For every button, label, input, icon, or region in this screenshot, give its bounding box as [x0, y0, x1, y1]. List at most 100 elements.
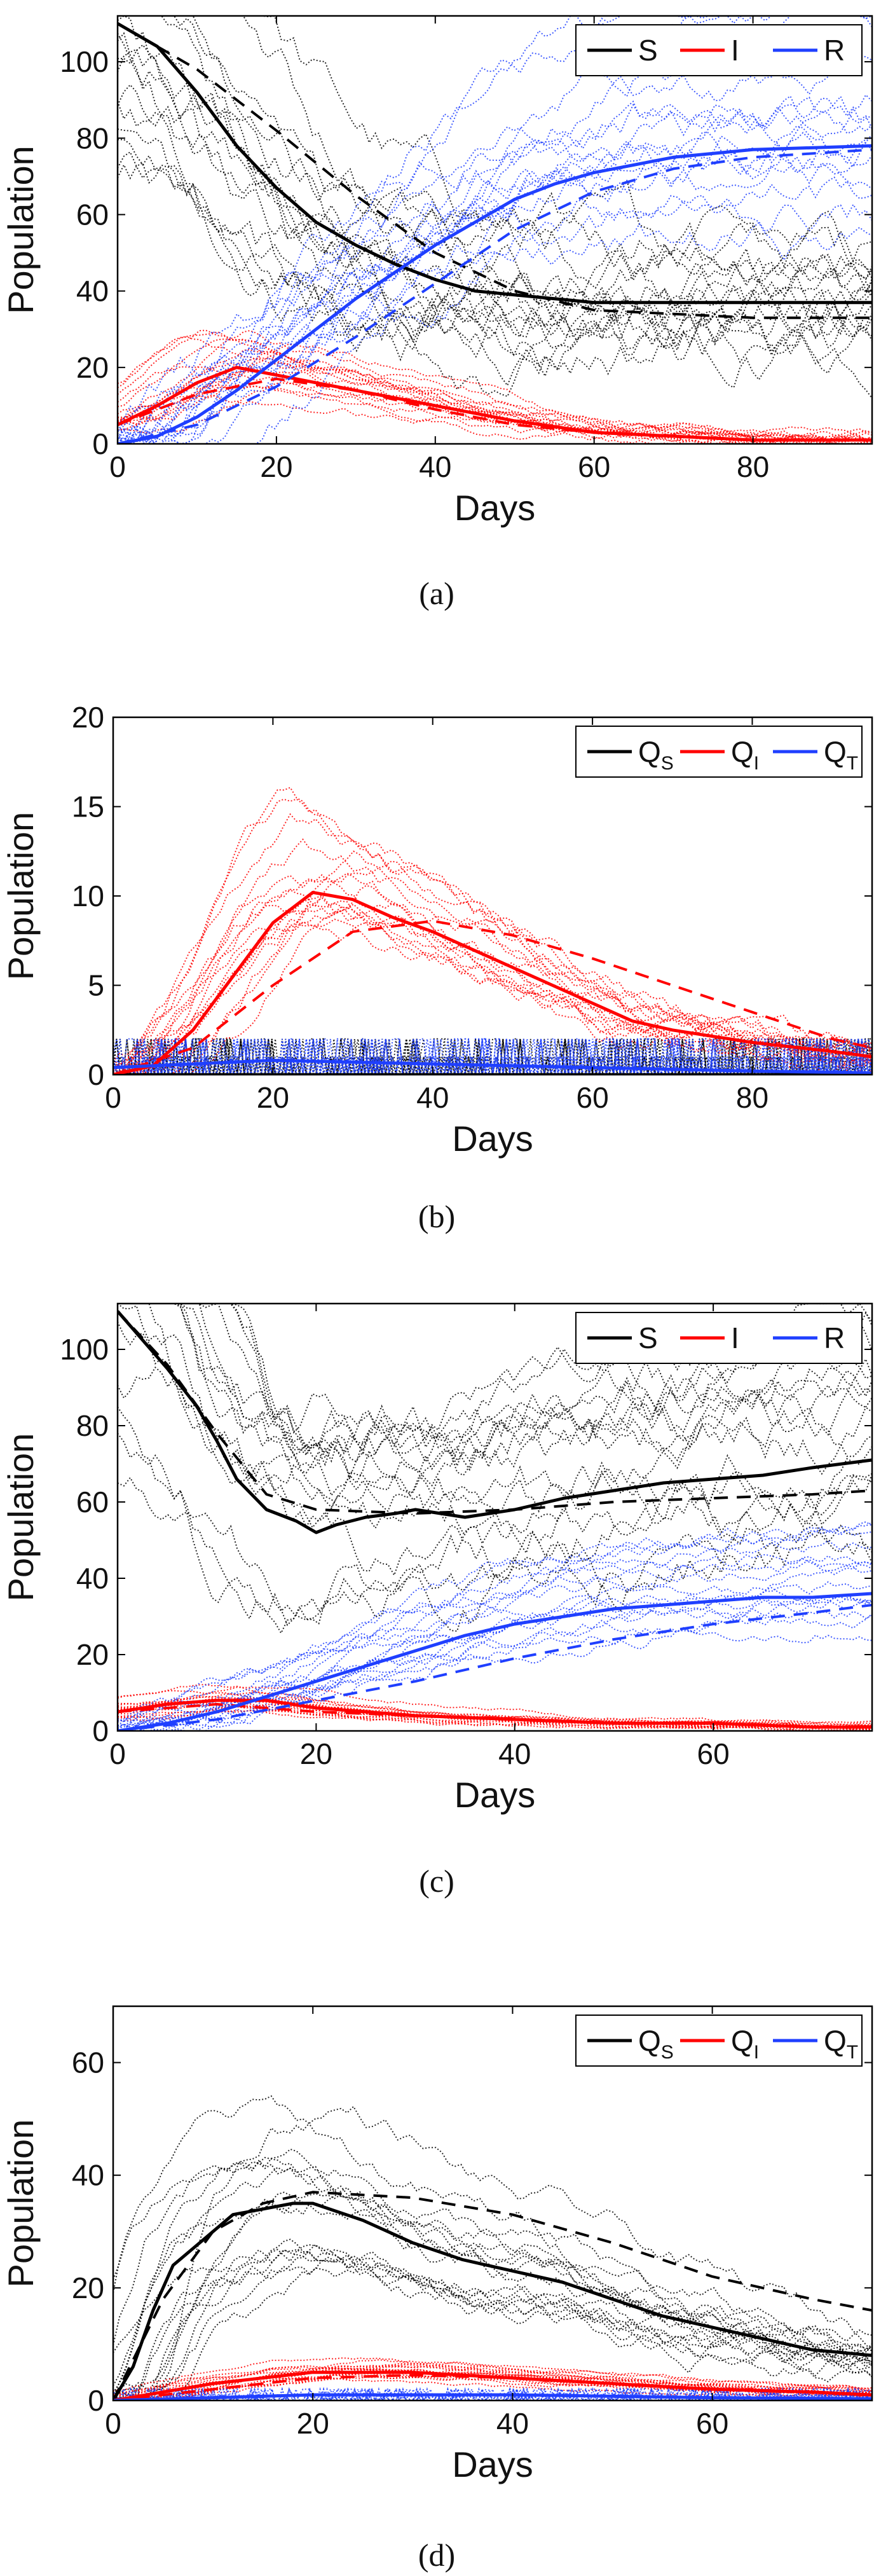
series-line-s-mean: [118, 1310, 872, 1515]
chart-panel-1: 0 20 40 60 80 0 20 40 60 80 100 Days Population S I R (a…: [1, 15, 873, 611]
x-tick-label: 20: [300, 1737, 332, 1770]
legend-entry-s: S: [638, 1321, 658, 1354]
realization-line: [113, 2366, 872, 2400]
axes-box: [116, 15, 873, 445]
realization-line: [118, 1366, 872, 1579]
x-axis-label: Days: [452, 2444, 533, 2484]
series-line-qi-mean: [113, 2374, 872, 2400]
legend-entry-qt: QT: [824, 2024, 858, 2063]
realization-line: [118, 1553, 872, 1730]
realization-line: [118, 16, 872, 443]
realization-line: [113, 2244, 872, 2400]
realization-line: [113, 897, 872, 1072]
realization-line: [113, 2367, 872, 2399]
legend-entry-i: I: [731, 34, 739, 67]
series-line-i-mean: [118, 1703, 872, 1728]
realization-line: [118, 1304, 872, 1487]
realization-line: [118, 1527, 872, 1726]
realization-line: [118, 1559, 872, 1723]
realization-line: [118, 93, 872, 443]
legend: QS QI QT: [575, 726, 863, 778]
x-axis-label: Days: [452, 1119, 533, 1159]
y-tick-label: 60: [76, 198, 109, 231]
x-tick-label: 60: [697, 1737, 730, 1770]
y-tick-label: 60: [76, 1485, 109, 1519]
y-axis-label: Population: [1, 146, 41, 314]
realization-line: [113, 2249, 872, 2399]
y-tick-label: 80: [76, 121, 109, 155]
realizations: [118, 16, 872, 444]
realizations: [118, 1304, 872, 1731]
realization-line: [113, 2161, 872, 2350]
realization-line: [113, 872, 872, 1071]
realization-line: [113, 2095, 872, 2355]
series-line-s-mean: [118, 22, 872, 319]
legend-entry-s: S: [638, 34, 658, 67]
legend-entry-r: R: [824, 1321, 845, 1354]
series-lines: [118, 1310, 872, 1731]
realization-line: [118, 1304, 872, 1464]
realization-line: [118, 1304, 872, 1484]
x-tick-label: 40: [419, 450, 451, 483]
series-line-r-mean: [118, 148, 872, 444]
realization-line: [118, 16, 872, 444]
y-tick-label: 40: [76, 275, 109, 308]
realization-line: [118, 16, 872, 322]
realization-line: [113, 838, 872, 1069]
realization-line: [118, 48, 872, 361]
realization-line: [118, 1691, 872, 1728]
x-axis-label: Days: [454, 488, 536, 528]
y-tick-label: 0: [88, 1058, 104, 1091]
realization-line: [118, 176, 872, 444]
realization-line: [118, 139, 872, 389]
realization-line: [118, 1521, 872, 1726]
realization-line: [118, 1558, 872, 1731]
legend-entry-i: I: [731, 1321, 739, 1354]
realization-line: [118, 343, 872, 441]
y-tick-label: 0: [92, 427, 109, 460]
series-lines: [113, 2191, 872, 2400]
realization-line: [118, 45, 872, 425]
realization-line: [118, 1683, 872, 1728]
x-axis-label: Days: [454, 1775, 536, 1815]
x-tick-label: 0: [105, 1081, 121, 1114]
realization-line: [113, 2148, 872, 2397]
realization-line: [118, 107, 872, 444]
realization-line: [113, 2166, 872, 2387]
realization-line: [113, 2365, 872, 2400]
realization-line: [113, 918, 872, 1075]
series-lines: [118, 22, 872, 444]
y-tick-label: 100: [60, 1333, 109, 1366]
realization-line: [113, 2374, 872, 2400]
realization-line: [118, 1304, 872, 1471]
y-tick-label: 60: [72, 2046, 104, 2079]
x-tick-label: 20: [260, 450, 292, 483]
realization-line: [113, 1038, 872, 1075]
chart-panel-4: 0 20 40 60 0 20 40 60 Days Population QS QI QT (d): [1, 2005, 873, 2573]
x-tick-label: 80: [737, 450, 769, 483]
y-axis-label: Population: [1, 812, 41, 981]
realization-line: [118, 329, 872, 442]
axes-box: [116, 1302, 873, 1732]
realization-line: [118, 1476, 872, 1635]
series-line-qt: [113, 1059, 872, 1075]
realization-line: [113, 2364, 872, 2400]
realizations: [113, 2095, 872, 2400]
x-tick-label: 40: [498, 1737, 531, 1770]
realization-line: [118, 1596, 872, 1731]
realization-line: [113, 2238, 872, 2400]
series-line-qi: [113, 890, 872, 1075]
realization-line: [118, 352, 872, 444]
series-line-qs-mean: [113, 2191, 872, 2400]
realization-line: [113, 787, 872, 1069]
axes-box: [112, 2005, 873, 2402]
y-tick-label: 20: [72, 2271, 104, 2304]
panel-caption: (c): [419, 1863, 454, 1899]
realization-line: [118, 1709, 872, 1731]
x-tick-label: 20: [257, 1081, 289, 1114]
realization-line: [113, 921, 872, 1075]
realization-line: [118, 162, 872, 397]
realization-line: [118, 135, 872, 443]
realization-line: [118, 1304, 872, 1530]
